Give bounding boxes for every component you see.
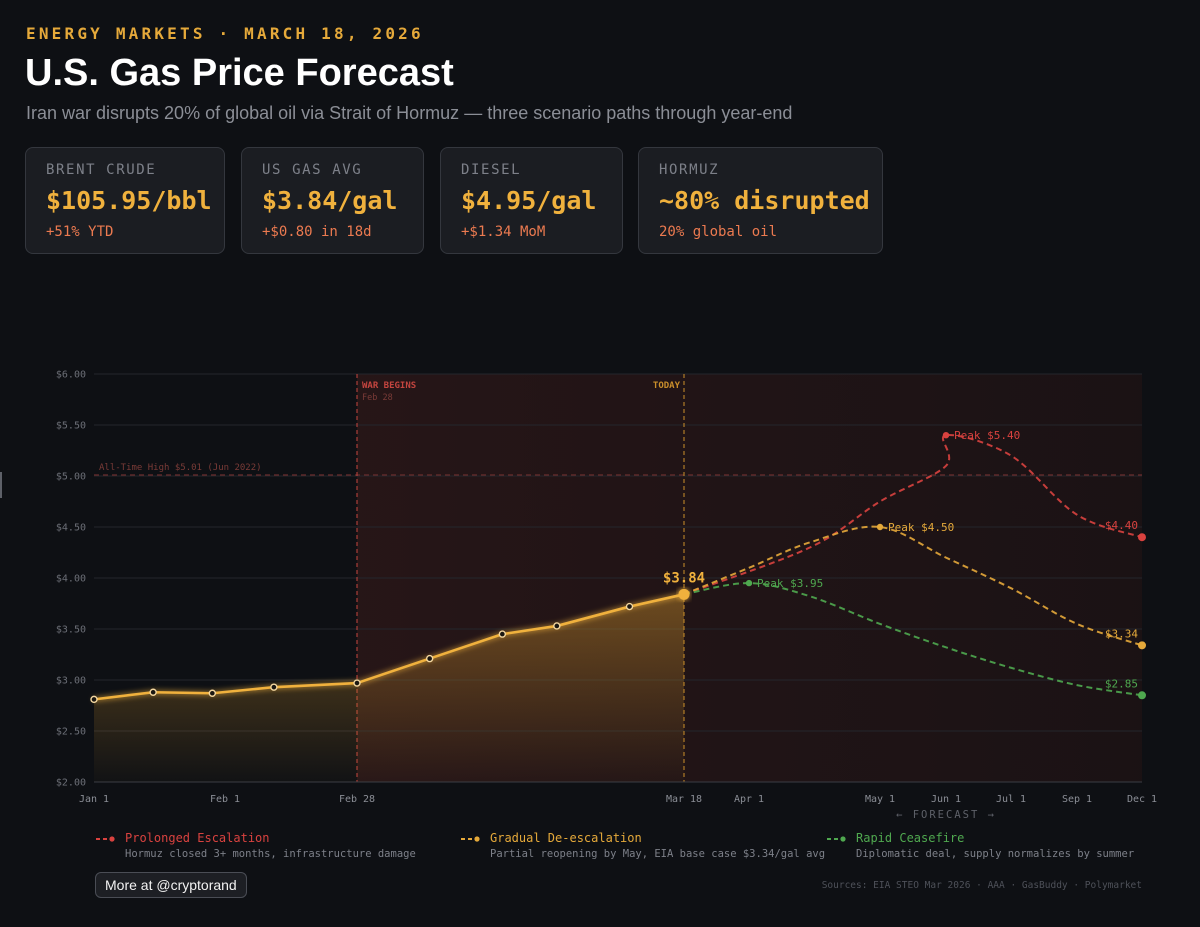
x-tick-label: Apr 1 [734, 794, 764, 805]
y-tick-label: $3.50 [56, 625, 86, 636]
legend-label: Gradual De-escalation [490, 831, 642, 845]
legend-item-ceasefire: Rapid Ceasefire Diplomatic deal, supply … [826, 831, 1134, 860]
legend-swatch-green [827, 835, 846, 842]
scenario-end-label: $3.34 [1105, 627, 1138, 640]
y-tick-label: $5.50 [56, 421, 86, 432]
x-tick-label: Feb 1 [210, 794, 240, 805]
x-tick-label: Feb 28 [339, 794, 375, 805]
scenario-end-label: $2.85 [1105, 677, 1138, 690]
card-label: HORMUZ [659, 162, 720, 178]
scenario-line-gradual-de-escalation [683, 525, 1143, 647]
scenario-peak-point [745, 579, 753, 587]
card-change: +$1.34 MoM [461, 224, 546, 240]
historical-point [553, 622, 561, 630]
current-price-point [678, 588, 690, 600]
x-tick-label: Dec 1 [1127, 794, 1157, 805]
scenario-end-label: $4.40 [1105, 519, 1138, 532]
y-tick-label: $6.00 [56, 370, 86, 381]
legend-description: Hormuz closed 3+ months, infrastructure … [125, 848, 416, 860]
page-title: U.S. Gas Price Forecast [25, 52, 454, 94]
legend-description: Diplomatic deal, supply normalizes by su… [856, 848, 1135, 860]
current-price-label: $3.84 [663, 570, 705, 586]
x-tick-label: May 1 [865, 794, 895, 805]
today-label: TODAY [653, 381, 681, 391]
legend-label: Rapid Ceasefire [856, 831, 965, 845]
historical-point [498, 630, 507, 638]
war-begins-label: WAR BEGINS [362, 381, 416, 391]
card-diesel: DIESEL $4.95/gal +$1.34 MoM [440, 147, 623, 254]
legend-label: Prolonged Escalation [125, 831, 270, 845]
legend-swatch-amber [461, 835, 480, 842]
card-value: $105.95/bbl [46, 186, 212, 215]
sources-note: Sources: EIA STEO Mar 2026 · AAA · GasBu… [821, 880, 1142, 891]
scenario-peak-label: Peak $3.95 [757, 577, 823, 590]
historical-point [149, 688, 157, 696]
card-change: 20% global oil [659, 224, 778, 240]
scenario-line-rapid-ceasefire [683, 582, 1143, 697]
legend-item-deescalation: Gradual De-escalation Partial reopening … [460, 831, 825, 860]
scenario-peak-label: Peak $5.40 [954, 429, 1020, 442]
x-tick-label: Jun 1 [931, 794, 961, 805]
x-tick-label: Jan 1 [79, 794, 109, 805]
historical-point [90, 695, 98, 704]
all-time-high-label: All-Time High $5.01 (Jun 2022) [99, 463, 262, 473]
card-change: +51% YTD [46, 224, 114, 240]
y-tick-label: $5.00 [56, 472, 86, 483]
card-us-gas: US GAS AVG $3.84/gal +$0.80 in 18d [241, 147, 424, 254]
card-value: $3.84/gal [262, 186, 398, 215]
historical-point [270, 683, 278, 691]
historical-area [94, 594, 684, 782]
historical-point [625, 602, 634, 611]
war-begins-date: Feb 28 [362, 393, 393, 403]
page-subtitle: Iran war disrupts 20% of global oil via … [26, 103, 793, 123]
legend-description: Partial reopening by May, EIA base case … [490, 848, 826, 860]
x-tick-label: Sep 1 [1062, 794, 1092, 805]
historical-line [93, 593, 685, 701]
scenario-line-prolonged-escalation [683, 434, 1143, 596]
scenario-end-point [1138, 533, 1146, 542]
legend-swatch-red [96, 835, 115, 842]
x-tick-label: Jul 1 [996, 794, 1026, 805]
left-edge-marker [0, 472, 2, 498]
card-label: US GAS AVG [262, 162, 363, 178]
card-change: +$0.80 in 18d [262, 224, 372, 240]
historical-point [208, 689, 217, 697]
eyebrow: ENERGY MARKETS · MARCH 18, 2026 [26, 24, 424, 43]
card-label: BRENT CRUDE [46, 162, 157, 178]
x-tick-label: Mar 18 [666, 794, 702, 805]
y-tick-label: $4.50 [56, 523, 86, 534]
scenario-peak-label: Peak $4.50 [888, 521, 954, 534]
scenario-peak-point [876, 523, 884, 531]
card-value: ~80% disrupted [659, 186, 870, 215]
card-brent: BRENT CRUDE $105.95/bbl +51% YTD [25, 147, 225, 254]
y-tick-label: $4.00 [56, 574, 86, 585]
scenario-end-point [1138, 691, 1146, 700]
legend-item-escalation: Prolonged Escalation Hormuz closed 3+ mo… [95, 831, 416, 860]
y-tick-label: $3.00 [56, 676, 86, 687]
y-tick-label: $2.50 [56, 727, 86, 738]
historical-point [425, 654, 434, 663]
card-value: $4.95/gal [461, 186, 597, 215]
card-label: DIESEL [461, 162, 522, 178]
forecast-label: ← FORECAST → [896, 809, 996, 821]
historical-point [353, 679, 361, 687]
card-hormuz: HORMUZ ~80% disrupted 20% global oil [638, 147, 883, 254]
scenario-end-point [1138, 641, 1146, 650]
y-tick-label: $2.00 [56, 778, 86, 789]
more-at-cryptorand-button[interactable]: More at @cryptorand [95, 872, 247, 898]
scenario-peak-point [942, 432, 950, 439]
